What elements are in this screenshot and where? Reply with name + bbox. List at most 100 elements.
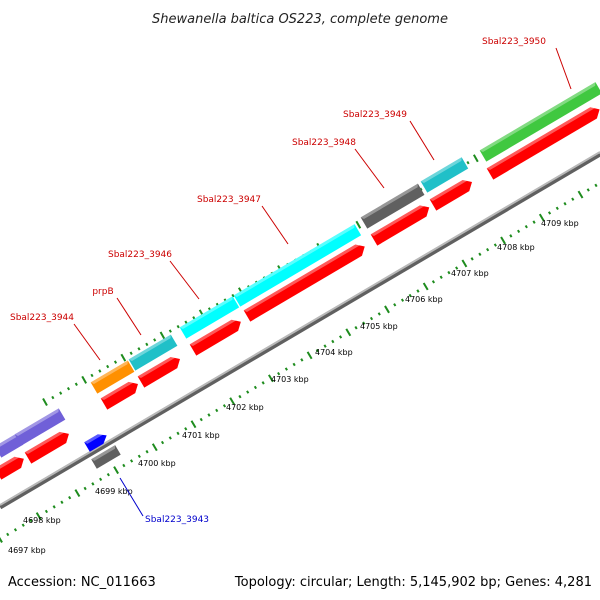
- cds-arrow-body: [24, 431, 69, 464]
- upper-tick-mark: [159, 331, 166, 340]
- scale-label: 4701 kbp: [182, 431, 220, 440]
- upper-tick-mark: [51, 395, 55, 400]
- lower-tick-mark: [168, 436, 172, 440]
- upper-tick-mark: [137, 347, 141, 351]
- lower-tick-mark: [13, 528, 18, 532]
- scale-label: 4699 kbp: [95, 487, 133, 496]
- upper-tick-mark: [74, 382, 78, 386]
- upper-feature-box: [420, 157, 469, 193]
- scale-label: 4705 kbp: [360, 322, 398, 331]
- scale-label: 4697 kbp: [8, 546, 46, 555]
- lower-tick-mark: [362, 321, 366, 325]
- upper-tick-mark: [90, 373, 94, 378]
- gene-label-sbal223-3944: Sbal223_3944: [10, 313, 74, 323]
- reverse-feature-box: [91, 445, 121, 469]
- upper-feature-box-highlight: [179, 296, 233, 329]
- lower-tick-mark: [21, 523, 25, 527]
- cds-arrow-highlight: [24, 428, 66, 454]
- cds-arrow-highlight: [137, 353, 177, 378]
- genome-summary-text: Topology: circular; Length: 5,145,902 bp…: [234, 575, 592, 590]
- scale-label: 4709 kbp: [541, 219, 579, 228]
- lower-tick-mark: [461, 259, 468, 268]
- upper-tick-mark: [129, 351, 133, 355]
- lower-tick-mark: [524, 224, 528, 229]
- scale-label: 4698 kbp: [23, 516, 61, 525]
- lower-tick-mark: [29, 518, 33, 523]
- upper-tick-mark: [176, 324, 180, 329]
- upper-tick-mark: [355, 220, 362, 229]
- lower-tick-mark: [400, 298, 405, 302]
- lower-tick-mark: [323, 344, 327, 348]
- lower-tick-mark: [277, 371, 281, 376]
- upper-feature-box-highlight: [14, 408, 59, 436]
- upper-feature-box: [360, 183, 425, 229]
- upper-feature-box: [179, 296, 240, 339]
- cds-arrow: [24, 428, 69, 464]
- cds-arrow: [429, 176, 472, 211]
- lower-tick-mark: [190, 420, 197, 429]
- lower-tick-mark: [83, 486, 87, 491]
- upper-tick-mark: [168, 329, 172, 333]
- label-leader-line: [354, 148, 385, 189]
- lower-tick-mark: [563, 202, 567, 206]
- upper-tick-mark: [98, 369, 102, 373]
- lower-tick-mark: [0, 537, 3, 543]
- cds-arrow-body: [137, 356, 180, 388]
- lower-tick-mark: [354, 326, 358, 330]
- reverse-feature-box-body: [84, 434, 107, 452]
- map-title: Shewanella baltica OS223, complete genom…: [152, 12, 448, 27]
- lower-tick-mark: [500, 236, 507, 245]
- cds-arrow: [243, 240, 365, 322]
- cds-arrow-body: [429, 179, 472, 211]
- lower-tick-mark: [184, 427, 188, 431]
- cds-arrow: [100, 378, 138, 410]
- cds-arrow-highlight: [429, 176, 469, 201]
- label-leader-line: [116, 297, 142, 336]
- upper-feature-box: [479, 82, 600, 162]
- reverse-feature-box: [84, 430, 107, 452]
- lower-tick-mark: [52, 505, 56, 509]
- upper-tick-mark: [184, 320, 188, 324]
- gene-label-sbal223-3948: Sbal223_3948: [292, 138, 356, 148]
- reverse-feature-box-highlight: [84, 430, 104, 444]
- lower-tick-mark: [408, 293, 412, 298]
- cds-arrow: [486, 103, 600, 180]
- upper-tick-mark: [59, 391, 63, 395]
- accession-text: Accession: NC_011663: [8, 575, 156, 590]
- upper-feature-box-highlight: [479, 82, 596, 152]
- lower-tick-mark: [44, 509, 49, 514]
- lower-tick-mark: [145, 450, 149, 454]
- lower-tick-mark: [577, 190, 584, 199]
- upper-feature-box: [233, 224, 362, 307]
- lower-tick-mark: [486, 247, 490, 252]
- gene-label-prpb: prpB: [92, 287, 113, 297]
- label-leader-line: [409, 120, 435, 161]
- lower-tick-mark: [268, 374, 274, 383]
- lower-tick-mark: [547, 211, 552, 215]
- lower-tick-mark: [207, 413, 211, 417]
- upper-tick-mark: [81, 375, 88, 384]
- upper-feature-box-body: [90, 360, 135, 394]
- lower-tick-mark: [215, 408, 219, 413]
- lower-tick-mark: [315, 348, 319, 353]
- gene-features: [0, 82, 600, 480]
- lower-tick-mark: [393, 303, 397, 307]
- gene-label-sbal223-3949: Sbal223_3949: [343, 110, 407, 120]
- upper-feature-box-highlight: [420, 157, 462, 183]
- lower-tick-mark: [493, 243, 497, 247]
- gene-label-sbal223-3943: Sbal223_3943: [145, 515, 209, 525]
- cds-arrow-body: [189, 319, 241, 356]
- lower-tick-mark: [229, 397, 236, 406]
- upper-feature-box: [128, 334, 178, 371]
- cds-arrow: [370, 201, 430, 246]
- lower-tick-mark: [238, 394, 242, 399]
- reverse-feature-box-highlight: [91, 445, 116, 461]
- lower-tick-mark: [455, 266, 459, 270]
- upper-feature-box-highlight: [90, 360, 128, 384]
- upper-feature-box-highlight: [128, 334, 171, 361]
- cds-arrow-highlight: [189, 316, 238, 346]
- lower-tick-mark: [447, 270, 451, 275]
- upper-feature-box: [0, 433, 24, 458]
- cds-arrow: [189, 316, 241, 356]
